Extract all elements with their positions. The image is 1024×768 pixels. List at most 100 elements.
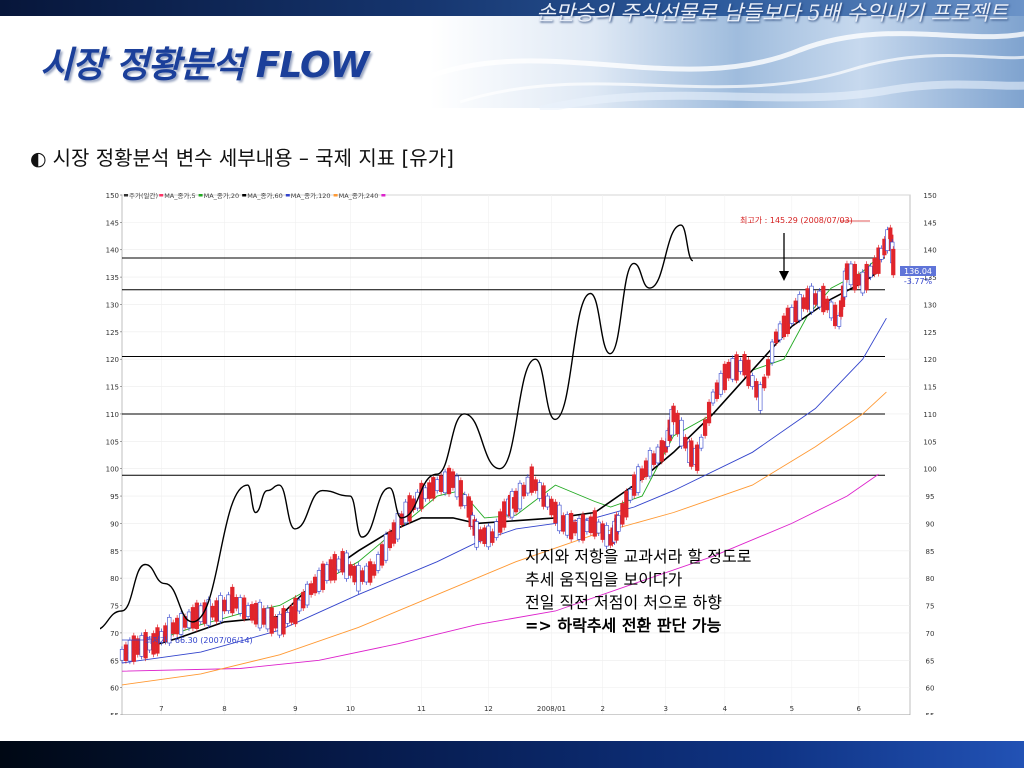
legend-swatch-1 <box>159 194 164 197</box>
candle-body-30-1 <box>580 514 586 541</box>
hand-drawn-wave-path <box>100 224 694 630</box>
candle-body-47-1 <box>825 298 830 311</box>
candle-body-17-0 <box>387 531 393 549</box>
subtitle-text: 시장 정황분석 변수 세부내용 – 국제 지표 [유가] <box>52 146 454 170</box>
candle-body-26-3 <box>525 476 530 494</box>
x-tick-label-10: 5 <box>790 705 794 713</box>
candle-body-26-0 <box>513 490 519 513</box>
y-tick-left-140: 140 <box>106 247 119 255</box>
candle-body-10-0 <box>277 613 282 636</box>
candle-body-28-3 <box>557 504 562 532</box>
candle-body-44-1 <box>777 323 783 341</box>
candle-body-21-1 <box>454 475 460 498</box>
down-arrow-icon <box>779 233 789 281</box>
candle-body-14-1 <box>344 552 349 580</box>
candle-body-33-0 <box>616 515 621 532</box>
project-title: 손만승의 주식선물로 남들보다 5배 수익내기 프로젝트 <box>536 1 1008 25</box>
candle-body-44-0 <box>773 331 779 344</box>
candle-body-19-2 <box>427 482 432 499</box>
candle-body-24-2 <box>498 511 503 533</box>
candle-body-14-0 <box>340 551 345 573</box>
y-tick-right-75: 75 <box>926 603 935 611</box>
legend-swatch-5 <box>333 194 338 197</box>
annotation-line-1: 지지와 저항을 교과서라 할 정도로 <box>525 547 752 566</box>
candle-body-28-2 <box>553 501 558 524</box>
y-tick-left-60: 60 <box>110 685 119 693</box>
candle-body-28-1 <box>549 498 554 516</box>
legend-label-2: MA_종가,20 <box>204 191 240 200</box>
candle-body-12-1 <box>312 576 318 594</box>
candle-body-45-2 <box>797 294 802 321</box>
y-axis-right: 55 60 65 70 75 80 85 90 95 100 105 110 115 120 125 130 1… <box>923 192 936 715</box>
legend-label-1: MA_종가,5 <box>164 191 195 200</box>
legend-swatch-6 <box>381 194 386 197</box>
legend-label-5: MA_종가,240 <box>339 191 379 200</box>
y-tick-right-85: 85 <box>926 548 935 556</box>
candle-body-29-3 <box>572 521 578 534</box>
candle-body-23-1 <box>478 529 483 541</box>
candle-body-1-0 <box>135 638 140 655</box>
y-tick-left-145: 145 <box>106 219 119 227</box>
last-price-value: 136.04 <box>904 267 932 276</box>
candle-body-42-1 <box>746 359 751 387</box>
candle-body-39-3 <box>706 401 712 424</box>
candle-body-33-3 <box>628 488 633 501</box>
candle-body-0-0 <box>119 649 125 661</box>
candle-body-37-1 <box>675 412 680 435</box>
x-tick-label-4: 11 <box>417 705 426 713</box>
candle-body-6-0 <box>214 600 219 622</box>
y-tick-left-65: 65 <box>110 657 119 665</box>
annotation-line-4: => 하락추세 전환 판단 가능 <box>525 616 722 635</box>
candle-body-14-3 <box>352 565 357 583</box>
y-tick-right-110: 110 <box>923 411 936 419</box>
candle-body-37-2 <box>679 419 684 447</box>
candle-body-6-3 <box>226 594 231 612</box>
ma20-line <box>121 249 887 653</box>
candle-body-34-3 <box>643 460 649 477</box>
y-tick-left-120: 120 <box>106 356 119 364</box>
candle-body-1-1 <box>139 635 144 657</box>
candle-body-33-1 <box>620 503 625 525</box>
candle-body-27-1 <box>533 479 538 491</box>
candle-body-6-1 <box>218 595 223 622</box>
candle-body-46-1 <box>809 285 814 313</box>
candle-body-19-1 <box>423 487 428 500</box>
candle-body-8-1 <box>249 604 255 621</box>
legend-label-4: MA_종가,120 <box>291 191 331 200</box>
candle-body-50-1 <box>864 263 869 291</box>
candle-body-31-2 <box>600 523 605 540</box>
y-tick-right-65: 65 <box>926 657 935 665</box>
y-tick-left-80: 80 <box>110 575 119 583</box>
candle-body-44-3 <box>785 307 790 335</box>
candle-body-16-2 <box>379 544 385 566</box>
x-tick-label-5: 12 <box>484 705 493 713</box>
y-tick-right-70: 70 <box>926 630 935 638</box>
candle-body-7-1 <box>234 597 239 609</box>
y-tick-left-95: 95 <box>110 493 119 501</box>
y-tick-right-80: 80 <box>926 575 935 583</box>
ma-pink-line <box>121 473 879 672</box>
candle-body-31-0 <box>592 510 597 537</box>
candle-body-15-0 <box>356 564 361 592</box>
candle-body-0-2 <box>127 639 132 662</box>
candle-body-14-2 <box>348 564 353 576</box>
legend-swatch-2 <box>198 194 203 197</box>
candle-body-47-0 <box>821 285 826 313</box>
half-circle-bullet-icon: ◐ <box>30 148 47 170</box>
slide-title: 시장 정황분석 FLOW <box>40 45 369 86</box>
candle-body-11-1 <box>297 599 302 612</box>
candle-body-4-2 <box>190 607 196 629</box>
high-annotation: 최고가 : 145.29 (2008/07/03) <box>740 215 870 225</box>
candle-body-13-0 <box>324 564 329 581</box>
y-tick-right-115: 115 <box>923 384 936 392</box>
candle-body-12-2 <box>316 570 322 592</box>
candle-body-18-1 <box>407 495 412 522</box>
candle-body-20-3 <box>446 467 452 495</box>
header-swoosh-graphic <box>420 31 1024 110</box>
moving-average-lines <box>121 249 887 686</box>
footer-band <box>0 741 1024 768</box>
annotation-line-3: 전일 직전 저점이 처으로 하향 <box>525 593 722 612</box>
candle-body-41-2 <box>734 354 739 381</box>
candle-body-40-0 <box>710 391 716 404</box>
candle-body-12-0 <box>309 583 314 595</box>
